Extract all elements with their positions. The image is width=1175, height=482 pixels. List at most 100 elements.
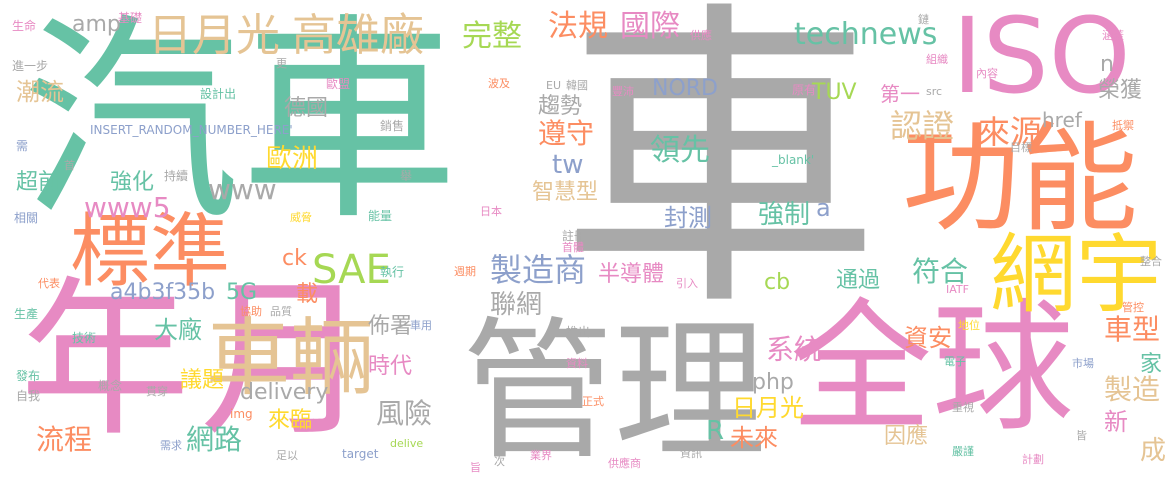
- word-eu: EU: [546, 79, 562, 92]
- word-ouzhou: 歐洲: [266, 144, 319, 174]
- word-www: www: [208, 173, 277, 206]
- word-chaoqian: 超前: [16, 170, 61, 195]
- word-php: php: [752, 370, 794, 395]
- word-guankong: 管控: [1122, 301, 1144, 314]
- word-fabu: 發布: [16, 369, 41, 383]
- word-jie: 皆: [1076, 429, 1087, 442]
- word-dianzi: 電子: [944, 355, 966, 368]
- word-xiangguan: 相關: [14, 211, 39, 225]
- word-zhizaoshang: 製造商: [490, 251, 587, 289]
- word-zhouqi: 週期: [454, 265, 476, 278]
- word-xiaoshou: 銷售: [380, 119, 405, 133]
- word-qiangzhi: 強制: [758, 200, 811, 230]
- word-delive: delive: [390, 437, 424, 450]
- word-yanjin: 嚴謹: [952, 445, 974, 458]
- word-riyueguang-top: 日月光: [148, 10, 280, 61]
- word-target: target: [342, 447, 379, 461]
- word-gongneng: 功能: [902, 110, 1139, 248]
- word-yiti: 議題: [180, 368, 225, 393]
- word-yuanyou: 原有: [792, 83, 817, 97]
- word-tuv: TUV: [812, 80, 857, 105]
- word-jinyibu: 進一步: [12, 59, 49, 73]
- word-guanchuan: 貫穿: [146, 385, 168, 398]
- word-fengpei: 豐沛: [612, 85, 634, 98]
- word-zhuce: 註冊: [562, 229, 587, 243]
- word-yejie: 業界: [530, 449, 552, 462]
- word-cheliang: 車輛: [206, 309, 375, 407]
- word-fagui: 法規: [548, 9, 608, 44]
- word-chixu: 持續: [164, 169, 189, 183]
- word-zhixing: 執行: [380, 265, 405, 279]
- word-gongying: 供應: [690, 29, 712, 42]
- word-guanli: 管理: [462, 303, 766, 480]
- word-wanglu: 網路: [186, 423, 243, 456]
- word-iatf: IATF: [946, 283, 969, 296]
- word-jia: 家: [1140, 352, 1163, 377]
- word-xin: 新: [1104, 408, 1128, 436]
- word-tongguo: 通過: [836, 268, 881, 293]
- word-r: R: [706, 416, 725, 446]
- word-di-yi: 第一: [880, 82, 920, 106]
- word-zunshou: 遵守: [538, 117, 595, 150]
- word-shengchan: 生產: [14, 307, 39, 321]
- word-bandaoti: 半導體: [598, 262, 665, 287]
- word-shengming: 生命: [12, 19, 37, 33]
- word-zhengshi: 正式: [582, 395, 604, 408]
- word-jichu: 基礎: [118, 11, 143, 25]
- word-shidai: 時代: [368, 354, 413, 379]
- word-nengliang: 能量: [368, 209, 393, 223]
- word-shouyu: 首體: [562, 241, 584, 254]
- word-sheji: 設計出: [200, 87, 237, 101]
- word-bushu: 佈署: [368, 314, 413, 339]
- word-mubiao: 目標: [1010, 141, 1032, 154]
- word-zhizao: 製造: [1104, 373, 1161, 406]
- word-nord: NORD: [652, 76, 718, 101]
- word-dachang: 大廠: [154, 316, 202, 344]
- word-lian: 鏈: [918, 13, 929, 26]
- word-a: a: [816, 194, 831, 222]
- word-nian: 年: [20, 262, 191, 460]
- word-diyu: 抵禦: [1112, 119, 1134, 132]
- word-n: n: [1100, 52, 1114, 77]
- word-img: img: [230, 407, 253, 421]
- word-shou: 首: [64, 159, 75, 172]
- word-ziwo: 自我: [16, 389, 41, 403]
- word-insert: INSERT_RANDOM_NUMBER_HERE': [90, 123, 293, 137]
- word-tuichu: 推出: [566, 325, 591, 339]
- word-xu: 需: [16, 139, 29, 153]
- word-gaoxiongchang: 高雄廠: [292, 10, 424, 61]
- word-href: href: [1042, 108, 1082, 132]
- word-cheng: 成: [1140, 436, 1167, 466]
- word-zai: 載: [296, 282, 319, 307]
- word-renzheng: 認證: [890, 107, 955, 145]
- word-neirong: 內容: [976, 67, 998, 80]
- word-yinying: 因應: [884, 424, 929, 449]
- word-qushi: 趨勢: [538, 94, 583, 119]
- word-ck: ck: [282, 246, 307, 271]
- word-cheyong: 車用: [410, 319, 432, 332]
- word-riben: 日本: [480, 205, 502, 218]
- word-guoji: 國際: [620, 9, 680, 44]
- word-wangyu: 網宇: [990, 225, 1162, 325]
- word-pinzhi: 品質: [270, 305, 292, 318]
- word-zhongshi: 重視: [952, 401, 974, 414]
- word-chexing: 車型: [1104, 313, 1161, 346]
- word-gongyingshang: 供應商: [608, 457, 641, 470]
- word-zhi: 旨: [470, 461, 481, 474]
- word-amp: amp: [72, 12, 121, 37]
- word-rongzhu: 榮獲: [1098, 78, 1143, 103]
- word-zuzhi: 組織: [926, 53, 948, 66]
- word-fengxian: 風險: [376, 397, 433, 430]
- word-a4b3: a4b3f35b: [110, 280, 216, 305]
- word-zhenghe: 整合: [1140, 255, 1162, 268]
- word-tw: tw: [552, 150, 584, 180]
- word-diwei: 地位: [958, 319, 980, 332]
- word-gainian: 概念: [98, 379, 123, 393]
- word-lingxian: 領先: [650, 133, 710, 168]
- word-shichang: 市場: [1072, 357, 1094, 370]
- word-delivery: delivery: [240, 380, 329, 405]
- word-fuhe: 符合: [912, 255, 969, 288]
- word-chaoliu: 潮流: [16, 78, 64, 106]
- word-wanzheng: 完整: [462, 19, 522, 54]
